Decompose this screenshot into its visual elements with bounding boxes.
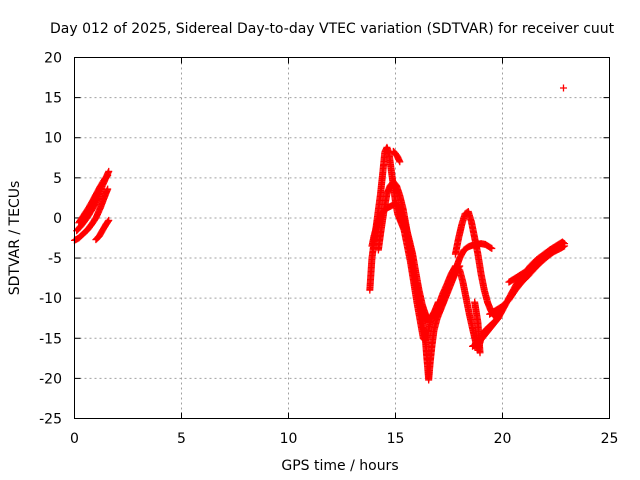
tick-labels: 0 5 10 15 20 25 -25 -20 -15 -10 -5 0 5 10 15 20 xyxy=(39,51,618,448)
series-arc-evening-c xyxy=(447,240,496,286)
x-tick-label: 0 xyxy=(70,431,79,447)
x-tick-label: 5 xyxy=(177,431,186,447)
series-arc-early-d xyxy=(92,216,113,244)
series-arc-early-c xyxy=(75,171,112,227)
x-tick-label: 20 xyxy=(494,431,512,447)
series-outlier xyxy=(559,84,567,92)
gridlines xyxy=(74,57,610,419)
y-tick-label: 20 xyxy=(44,51,62,67)
series-arc-afternoon-d xyxy=(389,147,404,166)
data-point xyxy=(105,167,113,175)
data-point xyxy=(488,244,496,252)
y-tick-label: -15 xyxy=(39,331,62,347)
y-tick-label: -20 xyxy=(39,371,62,387)
y-tick-label: 15 xyxy=(44,91,62,107)
y-axis-label: SDTVAR / TECUs xyxy=(7,181,23,296)
data-point xyxy=(104,185,112,193)
data-point xyxy=(396,158,404,166)
data-point xyxy=(561,242,569,250)
data-point xyxy=(103,172,111,180)
series-arc-night-c xyxy=(505,252,551,286)
data-point xyxy=(104,171,112,179)
x-tick-label: 10 xyxy=(280,431,298,447)
data-point xyxy=(543,252,551,260)
data-point xyxy=(476,349,484,357)
data-point xyxy=(105,216,113,224)
x-axis-label: GPS time / hours xyxy=(281,458,398,474)
y-tick-label: 0 xyxy=(53,211,62,227)
y-tick-label: 10 xyxy=(44,131,62,147)
series-arc-early-a xyxy=(71,185,112,244)
x-tick-label: 25 xyxy=(601,431,619,447)
data-series xyxy=(71,84,569,384)
plot-frame xyxy=(74,57,610,419)
y-tick-label: 5 xyxy=(53,171,62,187)
data-point xyxy=(487,244,495,252)
data-point xyxy=(542,253,550,261)
y-tick-label: -10 xyxy=(39,291,62,307)
data-point xyxy=(559,84,567,92)
x-tick-label: 15 xyxy=(387,431,405,447)
chart-title: Day 012 of 2025, Sidereal Day-to-day VTE… xyxy=(50,21,615,37)
y-tick-label: -5 xyxy=(48,251,62,267)
y-tick-label: -25 xyxy=(39,412,62,428)
